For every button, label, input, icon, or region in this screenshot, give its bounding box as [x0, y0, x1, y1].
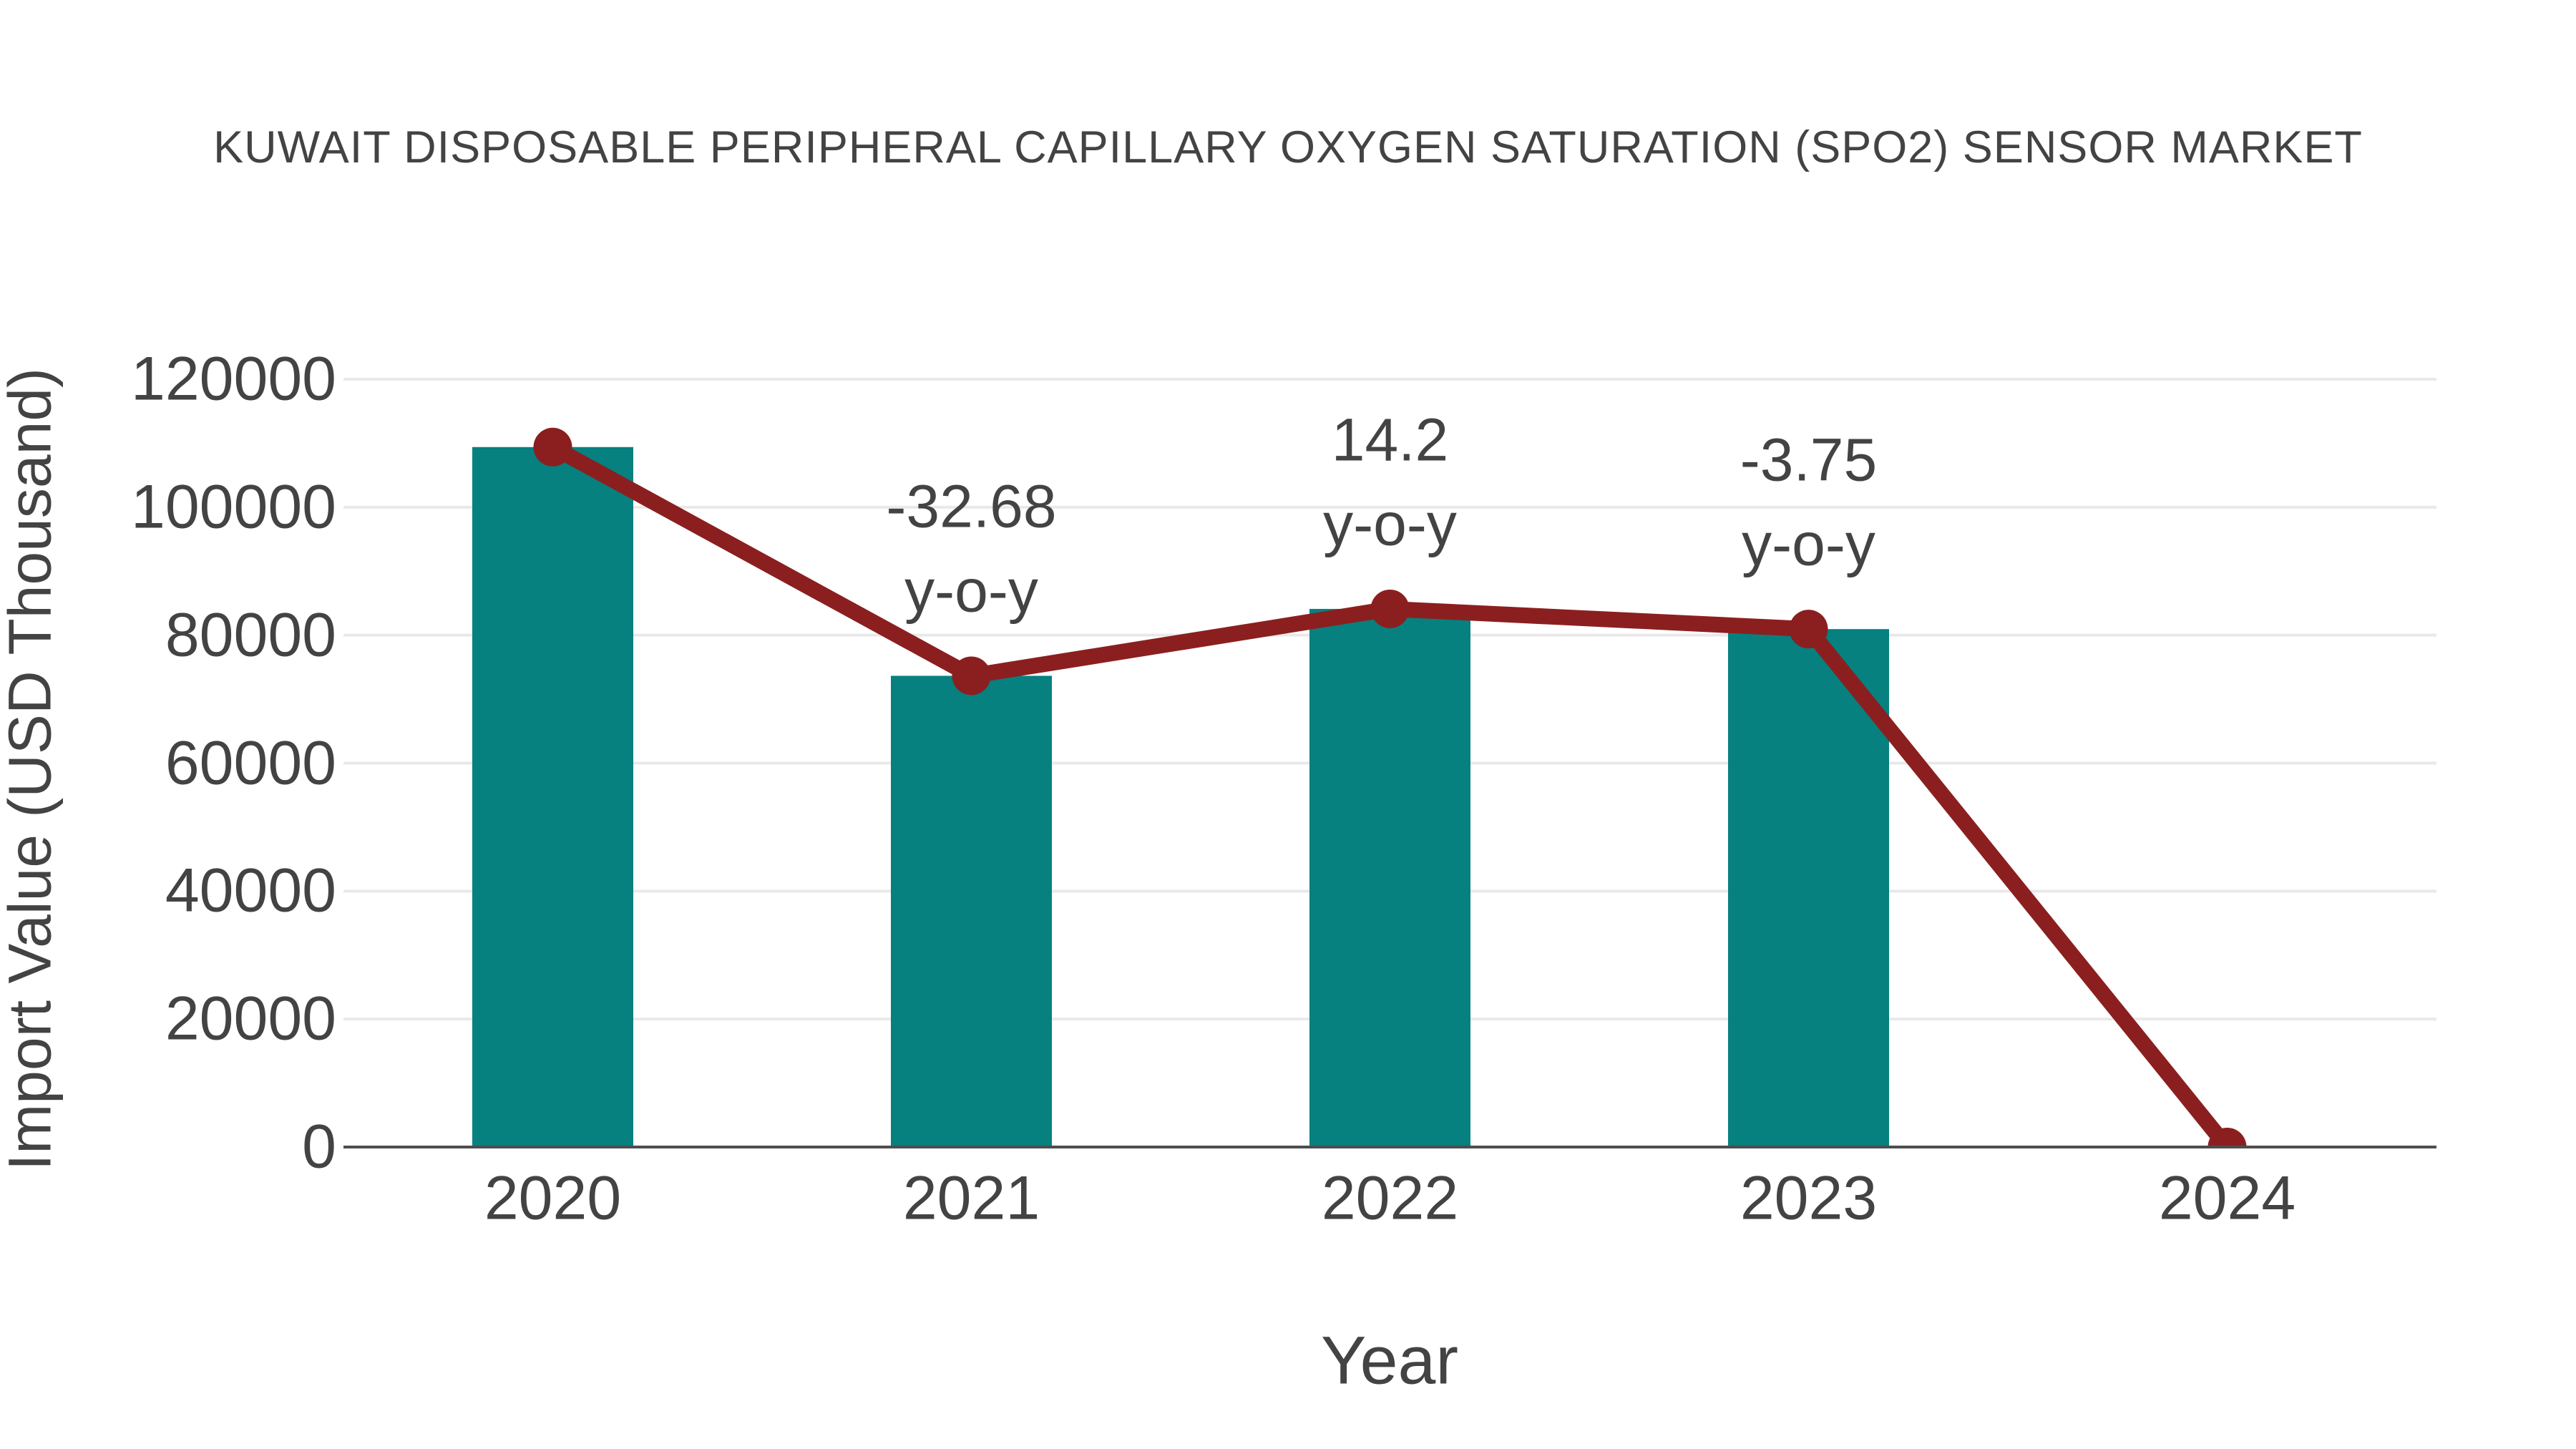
chart-title: KUWAIT DISPOSABLE PERIPHERAL CAPILLARY O…	[213, 122, 2363, 172]
bar-2023	[1728, 629, 1889, 1147]
y-tick-label-100000: 100000	[131, 472, 336, 542]
annotation-suffix-2022: y-o-y	[1323, 490, 1457, 558]
x-axis-title: Year	[1321, 1322, 1458, 1399]
annotation-value-2023: -3.75	[1740, 426, 1878, 494]
line-marker-2023	[1789, 610, 1828, 649]
y-tick-label-20000: 20000	[165, 984, 336, 1053]
annotation-value-2021: -32.68	[886, 472, 1057, 540]
annotation-suffix-2021: y-o-y	[904, 557, 1038, 625]
y-tick-label-0: 0	[302, 1112, 336, 1181]
line-marker-2024	[2207, 1128, 2247, 1148]
line-marker-2020	[533, 427, 572, 467]
x-tick-label-2024: 2024	[2158, 1163, 2296, 1233]
y-tick-label-80000: 80000	[165, 600, 336, 670]
annotation-suffix-2023: y-o-y	[1742, 510, 1875, 578]
x-tick-label-2022: 2022	[1321, 1163, 1459, 1233]
bar-2020	[472, 447, 633, 1147]
line-marker-2021	[952, 656, 991, 696]
y-tick-label-40000: 40000	[165, 856, 336, 925]
x-tick-label-2021: 2021	[902, 1163, 1040, 1233]
bar-2021	[891, 675, 1052, 1147]
x-tick-label-2020: 2020	[484, 1163, 622, 1233]
bar-2022	[1309, 608, 1470, 1147]
line-marker-2022	[1370, 589, 1410, 628]
trend-line-group	[533, 427, 2247, 1148]
x-tick-label-2023: 2023	[1740, 1163, 1878, 1233]
y-tick-label-120000: 120000	[131, 344, 336, 414]
y-tick-label-60000: 60000	[165, 728, 336, 797]
annotation-value-2022: 14.2	[1331, 406, 1449, 474]
